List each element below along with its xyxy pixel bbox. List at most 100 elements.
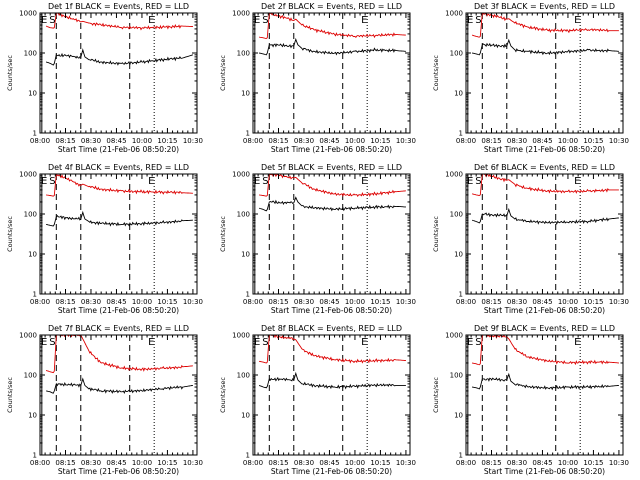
- chart-panel: Det 2f BLACK = Events, RED = LLD 1 10 100 10…: [219, 2, 416, 154]
- y-axis-label: Counts/sec: [6, 55, 14, 91]
- marker-label-e: E: [148, 337, 154, 348]
- plot-frame: [252, 12, 411, 134]
- y-tick-label: 1000: [445, 332, 463, 340]
- marker-label-s: S: [475, 176, 481, 187]
- x-tick-label: 08:45: [532, 298, 552, 306]
- x-tick-label: 10:30: [396, 459, 416, 467]
- marker-label-e: E: [574, 337, 580, 348]
- chart-panel: Det 1f BLACK = Events, RED = LLD 1 10 100 10…: [6, 2, 203, 154]
- y-axis-label: Counts/sec: [6, 216, 14, 252]
- y-tick-label: 100: [237, 372, 250, 380]
- y-tick-label: 10: [241, 90, 250, 98]
- series-line-events: [46, 377, 193, 394]
- x-tick-label: 10:15: [157, 137, 177, 145]
- y-tick-label: 1000: [19, 10, 37, 18]
- y-tick-label: 1: [33, 130, 37, 138]
- chart-title: Det 7f BLACK = Events, RED = LLD: [48, 324, 189, 333]
- y-tick-label: 100: [237, 211, 250, 219]
- y-tick-label: 10: [454, 412, 463, 420]
- x-tick-label: 08:15: [481, 459, 501, 467]
- marker-label-e: E: [361, 176, 367, 187]
- series-line-events: [472, 372, 619, 391]
- y-tick-label: 1000: [19, 171, 37, 179]
- series-line-events: [471, 207, 619, 225]
- chart-panel: Det 8f BLACK = Events, RED = LLD 1 10 100 10…: [219, 324, 416, 476]
- x-tick-label: 08:00: [243, 459, 263, 467]
- marker-label-e: E: [361, 15, 367, 26]
- series-line-events: [258, 196, 406, 212]
- chart-title: Det 2f BLACK = Events, RED = LLD: [261, 2, 402, 11]
- x-axis-label: Start Time (21-Feb-06 08:50:20): [271, 467, 392, 476]
- chart-title: Det 5f BLACK = Events, RED = LLD: [261, 163, 402, 172]
- x-tick-label: 10:00: [345, 298, 365, 306]
- x-tick-label: 10:15: [370, 137, 390, 145]
- x-tick-label: 08:45: [106, 137, 126, 145]
- y-tick-label: 100: [24, 50, 37, 58]
- series-line-lld: [259, 13, 406, 39]
- plot-frame: [252, 334, 411, 456]
- series-line-lld: [46, 174, 193, 197]
- y-tick-label: 1: [459, 130, 463, 138]
- marker-label-s: S: [49, 337, 55, 348]
- x-axis-label: Start Time (21-Feb-06 08:50:20): [484, 467, 605, 476]
- x-tick-label: 10:00: [132, 459, 152, 467]
- plot-frame: [39, 173, 198, 295]
- x-tick-label: 10:15: [370, 298, 390, 306]
- y-axis-label: Counts/sec: [6, 377, 14, 413]
- x-tick-label: 10:00: [132, 298, 152, 306]
- x-tick-label: 08:45: [319, 137, 339, 145]
- x-tick-label: 10:15: [157, 298, 177, 306]
- series-line-events: [46, 210, 193, 227]
- x-tick-label: 10:00: [558, 298, 578, 306]
- y-tick-label: 1000: [445, 171, 463, 179]
- chart-panel: Det 7f BLACK = Events, RED = LLD 1 10 100 10…: [6, 324, 203, 476]
- x-tick-label: 08:30: [507, 459, 527, 467]
- y-tick-label: 10: [28, 251, 37, 259]
- x-tick-label: 08:45: [106, 298, 126, 306]
- x-tick-label: 08:00: [30, 459, 50, 467]
- y-axis-label: Counts/sec: [432, 377, 440, 413]
- marker-label-s: S: [262, 176, 268, 187]
- x-tick-label: 10:00: [132, 137, 152, 145]
- y-tick-label: 10: [28, 412, 37, 420]
- x-axis-label: Start Time (21-Feb-06 08:50:20): [484, 306, 605, 315]
- chart-panel: Det 6f BLACK = Events, RED = LLD 1 10 100 10…: [432, 163, 629, 315]
- marker-label-e: E: [254, 337, 260, 348]
- marker-label-e: E: [41, 337, 47, 348]
- x-tick-label: 10:30: [396, 137, 416, 145]
- x-tick-label: 08:15: [481, 137, 501, 145]
- x-tick-label: 08:00: [243, 298, 263, 306]
- x-axis-label: Start Time (21-Feb-06 08:50:20): [58, 306, 179, 315]
- x-tick-label: 08:15: [55, 137, 75, 145]
- marker-label-s: S: [49, 176, 55, 187]
- marker-label-e: E: [41, 15, 47, 26]
- y-tick-label: 10: [454, 90, 463, 98]
- x-tick-label: 10:30: [609, 459, 629, 467]
- x-axis-label: Start Time (21-Feb-06 08:50:20): [58, 467, 179, 476]
- series-line-lld: [259, 174, 406, 198]
- x-tick-label: 08:15: [55, 459, 75, 467]
- x-tick-label: 08:15: [268, 137, 288, 145]
- plot-frame: [465, 12, 624, 134]
- x-tick-label: 08:45: [532, 137, 552, 145]
- chart-title: Det 4f BLACK = Events, RED = LLD: [48, 163, 189, 172]
- x-axis-label: Start Time (21-Feb-06 08:50:20): [271, 306, 392, 315]
- marker-label-e: E: [467, 15, 473, 26]
- chart-title: Det 3f BLACK = Events, RED = LLD: [474, 2, 615, 11]
- x-tick-label: 10:30: [183, 298, 203, 306]
- y-tick-label: 1: [459, 452, 463, 460]
- marker-label-e: E: [467, 337, 473, 348]
- x-tick-label: 08:00: [30, 137, 50, 145]
- x-tick-label: 10:15: [157, 459, 177, 467]
- y-tick-label: 100: [237, 50, 250, 58]
- x-tick-label: 10:15: [583, 298, 603, 306]
- y-tick-label: 100: [24, 372, 37, 380]
- x-tick-label: 08:15: [268, 298, 288, 306]
- y-tick-label: 10: [28, 90, 37, 98]
- x-tick-label: 10:00: [558, 459, 578, 467]
- chart-title: Det 8f BLACK = Events, RED = LLD: [261, 324, 402, 333]
- x-tick-label: 10:30: [183, 459, 203, 467]
- y-tick-label: 1: [246, 291, 250, 299]
- x-axis-label: Start Time (21-Feb-06 08:50:20): [58, 145, 179, 154]
